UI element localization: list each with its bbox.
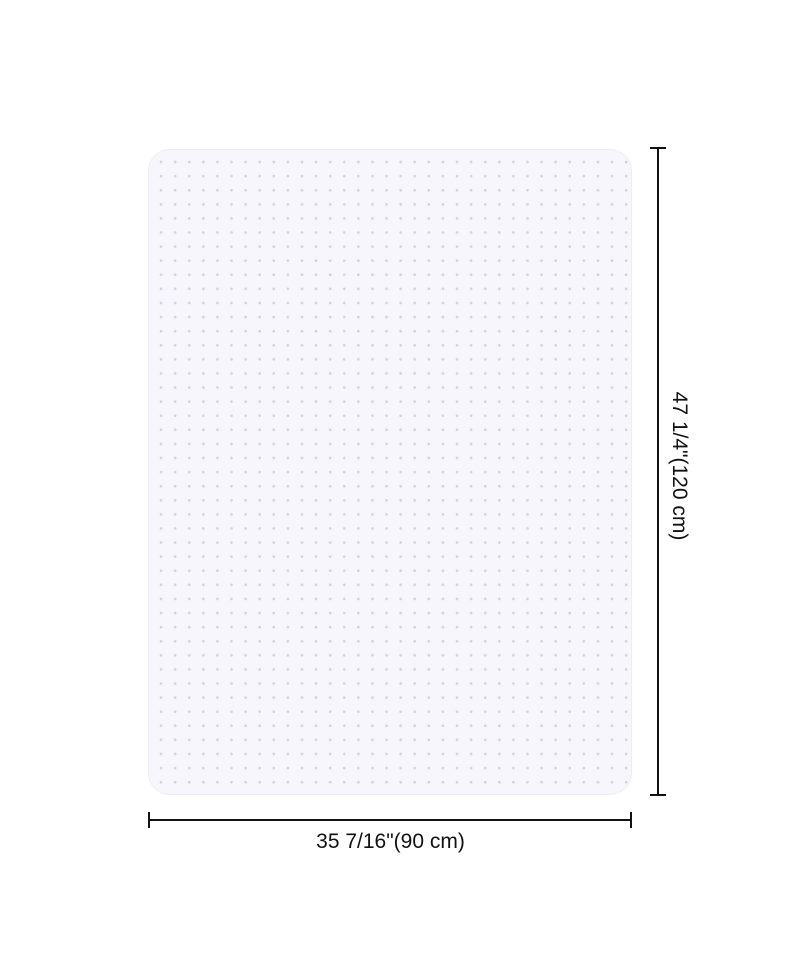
width-tick-left bbox=[148, 812, 150, 828]
chair-mat bbox=[148, 149, 632, 795]
height-dimension-line bbox=[657, 148, 659, 796]
width-dimension-line bbox=[149, 819, 632, 821]
width-label: 35 7/16"(90 cm) bbox=[316, 830, 465, 853]
height-tick-bottom bbox=[650, 794, 666, 796]
width-tick-right bbox=[630, 812, 632, 828]
height-label: 47 1/4"(120 cm) bbox=[668, 391, 691, 541]
height-tick-top bbox=[650, 147, 666, 149]
